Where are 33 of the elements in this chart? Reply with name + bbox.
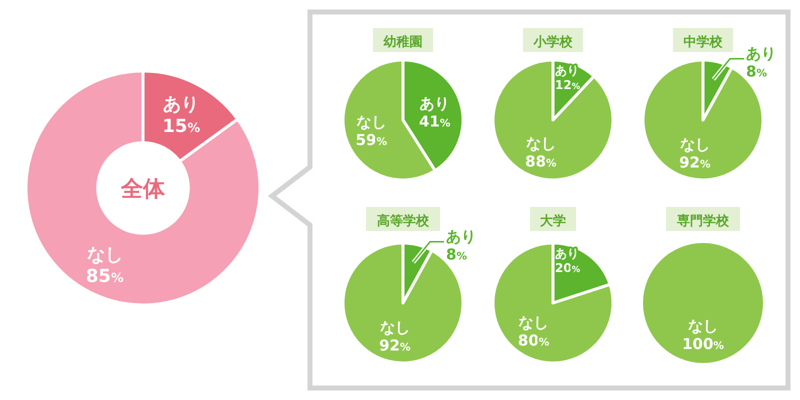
data-label: 20% [555, 260, 581, 275]
data-label: 15% [162, 116, 200, 137]
chart-title: 専門学校 [676, 213, 730, 229]
slice-label: なし [526, 134, 556, 152]
slice-label: あり [555, 246, 579, 260]
slice-label: なし [688, 316, 718, 335]
data-label: 100% [682, 334, 724, 353]
data-label: 8% [746, 62, 768, 81]
slice-label: あり [555, 63, 579, 78]
chart-title: 高等学校 [377, 213, 430, 229]
slice-label: あり [163, 94, 200, 116]
chart-title: 大学 [540, 214, 566, 229]
slice-label: あり [746, 44, 776, 63]
data-label: 41% [418, 112, 451, 131]
data-label: 12% [555, 78, 581, 92]
text: 全体 [120, 177, 166, 202]
slice-label: あり [446, 228, 476, 246]
slice-label: なし [86, 244, 123, 266]
data-label: 8% [446, 246, 468, 264]
data-label: 88% [525, 152, 558, 170]
data-label: 85% [86, 266, 124, 287]
chart-title: 小学校 [532, 34, 574, 50]
chart-title: 中学校 [684, 34, 724, 50]
slice-label: あり [420, 94, 450, 113]
slice-label: なし [518, 313, 549, 332]
data-label: 92% [679, 154, 711, 172]
slice-label: なし [680, 136, 710, 154]
data-label: 59% [356, 130, 388, 149]
data-label: 80% [518, 331, 550, 350]
slice-label: なし [380, 318, 410, 337]
slice-label: なし [356, 112, 386, 131]
data-label: 92% [379, 336, 411, 355]
chart-title: 幼稚園 [382, 34, 422, 50]
